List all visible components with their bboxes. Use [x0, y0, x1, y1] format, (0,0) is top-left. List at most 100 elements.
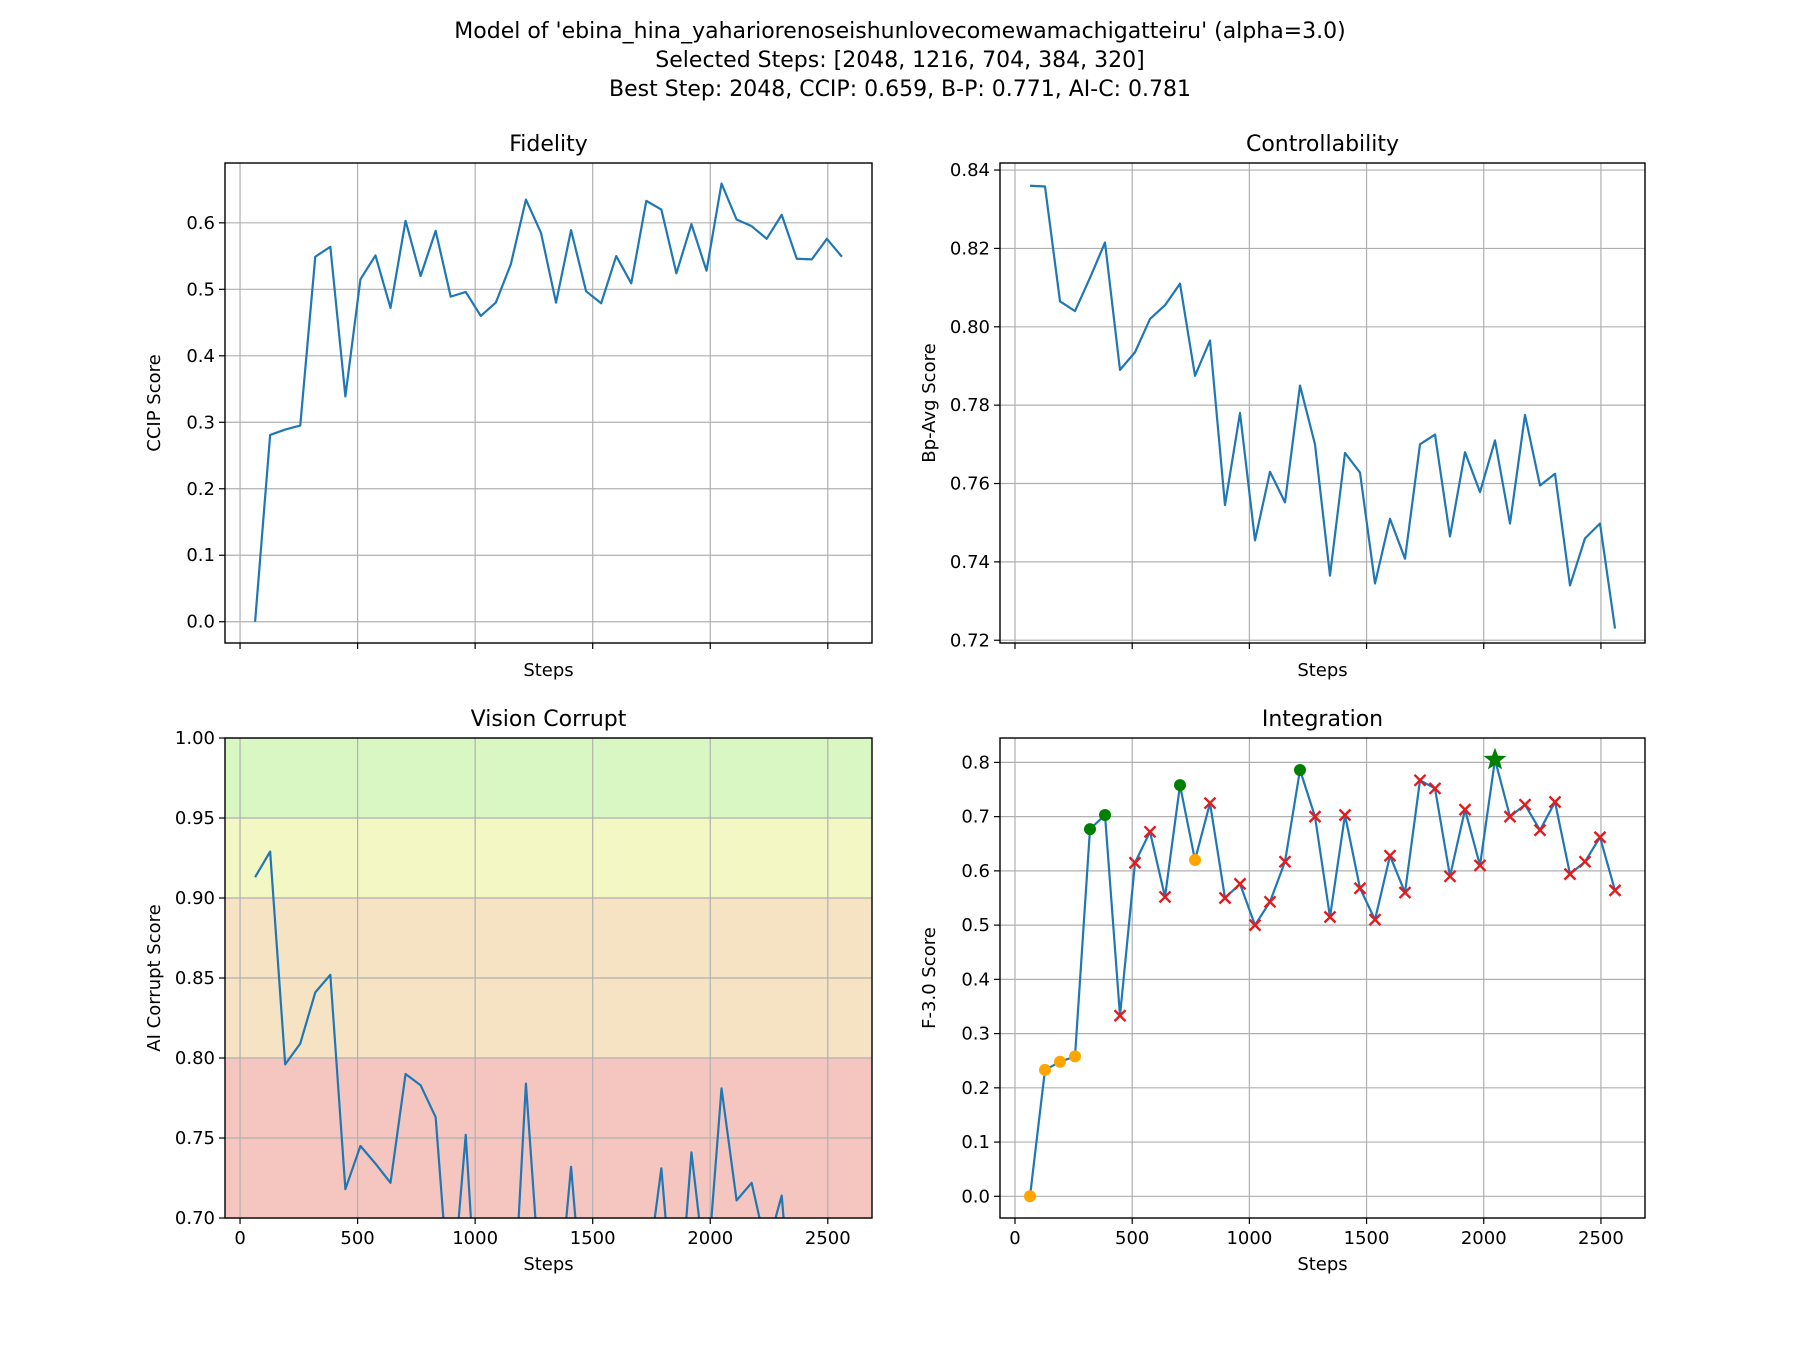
y-tick-label: 0.80 — [950, 317, 990, 338]
x-tick-label: 1000 — [1226, 1228, 1272, 1249]
x-tick-label: 1500 — [1344, 1228, 1390, 1249]
background-band — [225, 818, 872, 898]
x-axis-label: Steps — [1297, 660, 1347, 681]
data-point-rejected — [1128, 856, 1142, 870]
y-tick-label: 0.74 — [950, 552, 990, 573]
x-axis-label: Steps — [523, 1254, 573, 1275]
series-line — [1028, 758, 1617, 1197]
y-tick-label: 0.84 — [950, 160, 990, 181]
x-axis-label: Steps — [523, 660, 573, 681]
data-point-early — [1024, 1190, 1036, 1203]
data-point-selected — [1174, 779, 1186, 792]
data-point-early — [1069, 1050, 1081, 1063]
panel-controllability: 0.72 0.74 0.76 0.78 0.80 0.82 0.84 Controllabil… — [919, 132, 1646, 681]
data-point-rejected — [1143, 825, 1157, 839]
x-axis-label: Steps — [1297, 1254, 1347, 1275]
y-axis-label: AI Corrupt Score — [144, 904, 165, 1051]
y-tick-label: 0.72 — [950, 630, 990, 651]
data-point-early — [1039, 1063, 1051, 1076]
plot-frame — [999, 737, 1646, 1219]
data-point-early — [1054, 1055, 1066, 1068]
y-tick-label: 0.95 — [175, 808, 215, 829]
data-point-selected — [1294, 764, 1306, 776]
data-point-rejected — [1203, 796, 1217, 810]
data-point-rejected — [1563, 867, 1577, 881]
y-tick-label: 0.1 — [186, 545, 215, 566]
data-point-rejected — [1248, 918, 1262, 932]
figure-title-line-2: Selected Steps: [2048, 1216, 704, 384, 3… — [655, 48, 1144, 73]
y-tick-label: 0.7 — [961, 807, 990, 828]
data-point-selected — [1099, 809, 1111, 822]
y-tick-label: 0.80 — [175, 1048, 215, 1069]
data-point-rejected — [1518, 798, 1532, 812]
y-tick-label: 0.3 — [961, 1024, 990, 1045]
y-tick-label: 0.0 — [186, 612, 215, 633]
data-point-early — [1189, 854, 1201, 867]
data-point-rejected — [1158, 890, 1172, 904]
data-point-rejected — [1263, 895, 1277, 909]
data-point-rejected — [1308, 810, 1322, 823]
y-tick-label: 0.6 — [186, 213, 215, 234]
y-tick-label: 0.82 — [950, 238, 990, 259]
figure-title-line-3: Best Step: 2048, CCIP: 0.659, B-P: 0.771… — [609, 77, 1191, 102]
x-tick-label: 1500 — [570, 1228, 616, 1249]
y-tick-label: 0.75 — [175, 1128, 215, 1149]
y-tick-label: 0.5 — [961, 915, 990, 936]
data-point-rejected — [1383, 849, 1397, 863]
y-tick-label: 0.4 — [186, 346, 215, 367]
data-point-rejected — [1578, 855, 1592, 869]
data-point-rejected — [1533, 823, 1547, 837]
data-point-best — [1483, 747, 1507, 770]
data-point-rejected — [1443, 869, 1457, 883]
y-tick-label: 0.0 — [961, 1186, 990, 1207]
data-point-rejected — [1233, 877, 1247, 891]
y-tick-label: 0.76 — [950, 474, 990, 495]
data-point-rejected — [1353, 881, 1367, 895]
y-tick-label: 0.2 — [186, 479, 215, 500]
y-tick-label: 1.00 — [175, 728, 215, 749]
x-tick-label: 2500 — [805, 1228, 851, 1249]
panel-vision-corrupt: 0 500 1000 1500 2000 2500 0.70 0.75 0.80 0.85 0.90… — [144, 707, 873, 1275]
panel-title: Vision Corrupt — [471, 707, 627, 732]
data-point-rejected — [1323, 910, 1337, 924]
series-line — [253, 182, 843, 622]
data-point-selected — [1084, 823, 1096, 836]
data-point-rejected — [1338, 808, 1352, 822]
panel-fidelity: 0.0 0.1 0.2 0.3 0.4 0.5 0.6 Fidelity Steps CCIP S… — [144, 132, 873, 681]
y-axis-label: F-3.0 Score — [919, 927, 940, 1029]
y-tick-label: 0.85 — [175, 968, 215, 989]
y-tick-label: 0.90 — [175, 888, 215, 909]
y-tick-label: 0.70 — [175, 1208, 215, 1229]
y-tick-label: 0.8 — [961, 752, 990, 773]
panel-title: Integration — [1262, 707, 1383, 732]
series-line — [1029, 184, 1617, 629]
x-tick-label: 2000 — [1461, 1228, 1507, 1249]
panel-integration: 0 500 1000 1500 2000 2500 0.0 0.1 0.2 0.3 0.4 0.5 0.… — [919, 707, 1646, 1275]
data-point-rejected — [1218, 891, 1232, 905]
data-point-rejected — [1113, 1009, 1127, 1023]
y-tick-label: 0.5 — [186, 279, 215, 300]
data-point-rejected — [1413, 773, 1427, 787]
y-tick-label: 0.78 — [950, 395, 990, 416]
y-tick-label: 0.4 — [961, 969, 990, 990]
data-point-rejected — [1473, 859, 1487, 872]
data-point-rejected — [1428, 782, 1442, 795]
data-point-rejected — [1398, 886, 1412, 899]
data-point-rejected — [1548, 795, 1562, 809]
data-point-rejected — [1368, 913, 1382, 927]
data-point-rejected — [1278, 855, 1292, 869]
y-tick-label: 0.3 — [186, 412, 215, 433]
background-band — [225, 738, 872, 818]
series-line — [254, 850, 785, 1218]
x-tick-label: 500 — [340, 1228, 374, 1249]
x-tick-label: 0 — [234, 1228, 245, 1249]
figure-title-line-1: Model of 'ebina_hina_yahariorenoseishunl… — [454, 19, 1345, 44]
x-tick-label: 0 — [1009, 1228, 1020, 1249]
x-tick-label: 500 — [1115, 1228, 1149, 1249]
data-point-rejected — [1608, 884, 1622, 897]
panel-title: Controllability — [1246, 132, 1399, 157]
y-axis-label: CCIP Score — [144, 354, 165, 451]
panel-title: Fidelity — [509, 132, 588, 157]
data-point-rejected — [1593, 830, 1607, 844]
